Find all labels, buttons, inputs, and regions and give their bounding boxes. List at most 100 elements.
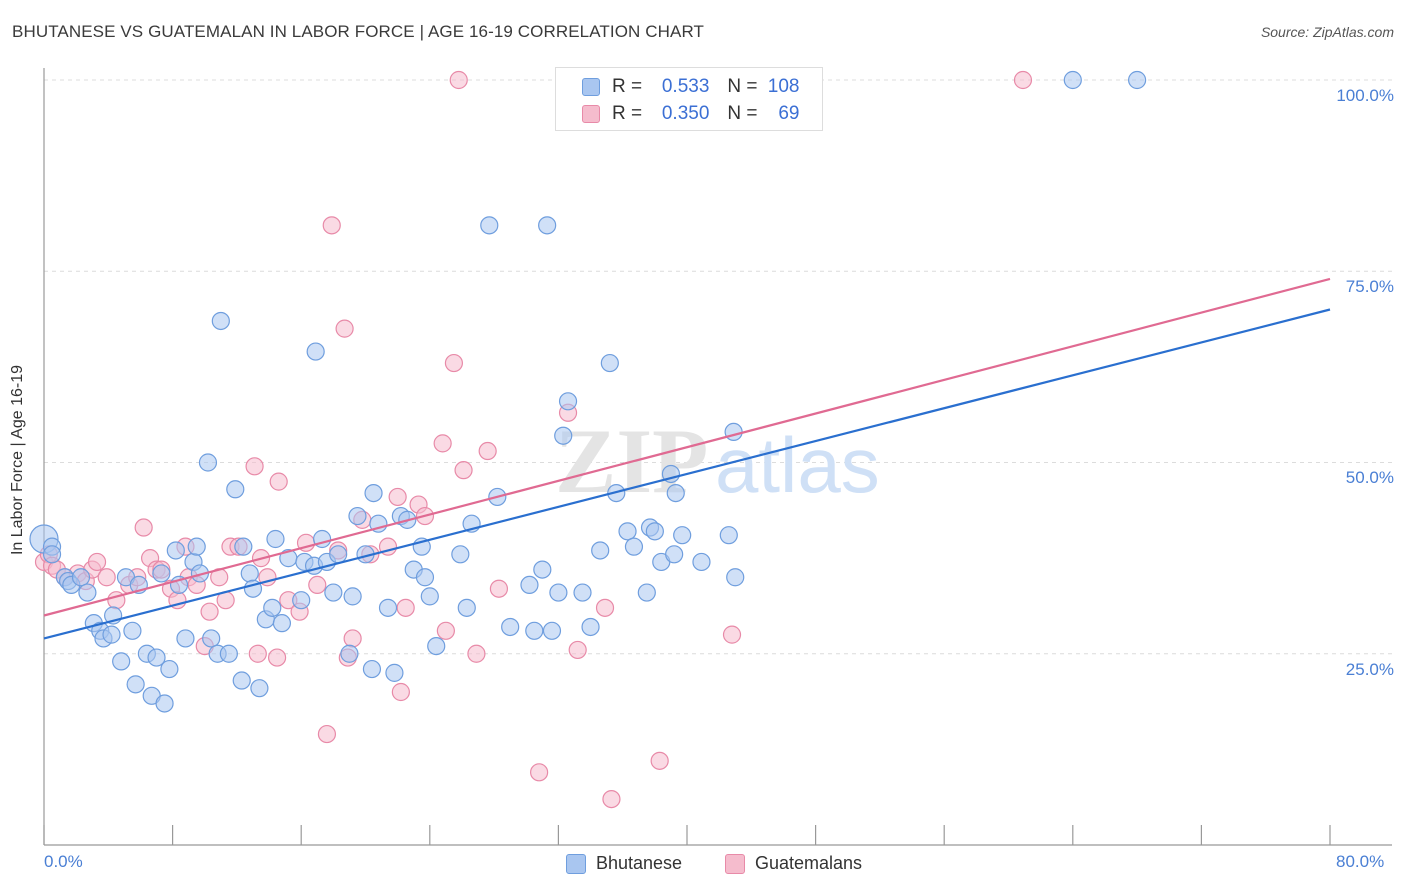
data-point: [362, 659, 382, 679]
data-point: [624, 537, 644, 556]
data-point: [134, 518, 153, 537]
data-point: [726, 568, 745, 587]
data-point: [232, 671, 251, 690]
data-point: [637, 583, 656, 602]
data-point: [467, 644, 486, 663]
r-value: 0.350: [661, 103, 710, 124]
data-point: [292, 591, 311, 610]
trend-line-guatemalans: [43, 277, 1331, 617]
legend-item-bhutanese[interactable]: Bhutanese: [566, 853, 682, 874]
data-point: [340, 644, 359, 663]
blue-swatch-icon: [566, 853, 586, 874]
n-label: N =: [727, 103, 758, 124]
n-value: 108: [767, 76, 800, 97]
data-point: [673, 526, 692, 545]
data-point: [147, 648, 166, 667]
data-point: [591, 541, 610, 560]
data-point: [457, 598, 476, 617]
data-point: [554, 426, 573, 445]
data-point: [1013, 70, 1033, 90]
data-point: [200, 602, 219, 621]
legend-row-bhutanese: R = 0.533 N = 108: [582, 76, 800, 98]
data-point: [415, 568, 435, 587]
data-point: [248, 644, 267, 663]
chart-title: BHUTANESE VS GUATEMALAN IN LABOR FORCE |…: [12, 22, 704, 41]
data-point: [166, 541, 185, 560]
pink-swatch-icon: [725, 853, 745, 874]
data-point: [348, 506, 367, 526]
data-point: [665, 545, 684, 564]
data-point: [595, 598, 615, 617]
y-tick-label: 75.0%: [1345, 277, 1394, 296]
data-point: [308, 575, 327, 595]
data-point: [234, 537, 253, 556]
source-credit: Source: ZipAtlas.com: [1260, 24, 1394, 40]
data-point: [533, 560, 552, 579]
data-point: [42, 545, 62, 564]
data-point: [87, 552, 107, 572]
watermark-atlas: atlas: [715, 421, 880, 509]
data-point: [317, 724, 337, 744]
data-point: [525, 621, 544, 640]
r-label: R =: [612, 103, 643, 124]
data-point: [240, 564, 259, 583]
data-point: [388, 487, 407, 507]
data-point: [267, 648, 287, 667]
legend-label: Bhutanese: [596, 853, 683, 873]
y-tick-label: 25.0%: [1345, 660, 1394, 679]
n-value: 69: [778, 103, 800, 124]
data-point: [436, 621, 455, 640]
r-label: R =: [612, 76, 643, 97]
data-point: [538, 216, 557, 235]
data-point: [558, 392, 578, 411]
data-point: [385, 663, 404, 682]
data-point: [444, 353, 464, 373]
data-point: [618, 522, 637, 541]
series-guatemalans: [34, 70, 1033, 809]
data-point: [549, 583, 568, 602]
data-point: [250, 679, 269, 698]
data-point: [501, 617, 520, 637]
y-tick-label: 100.0%: [1336, 86, 1394, 105]
data-point: [78, 583, 97, 602]
data-point: [102, 625, 121, 644]
series-bhutanese: [29, 70, 1147, 713]
data-point: [187, 537, 206, 556]
data-point: [152, 564, 171, 583]
data-point: [112, 652, 131, 671]
data-point: [573, 583, 592, 602]
x-tick-label: 80.0%: [1336, 852, 1385, 871]
data-point: [71, 568, 91, 587]
data-point: [378, 598, 398, 617]
data-point: [396, 598, 415, 617]
data-point: [449, 70, 468, 90]
data-point: [202, 629, 221, 648]
data-point: [219, 644, 238, 663]
data-point: [568, 640, 587, 660]
data-point: [269, 472, 288, 491]
data-point: [176, 629, 195, 648]
r-value: 0.533: [661, 76, 710, 97]
legend-item-guatemalans[interactable]: Guatemalans: [725, 853, 862, 874]
data-point: [542, 621, 562, 640]
data-point: [433, 434, 452, 453]
blue-swatch-icon: [582, 78, 600, 96]
data-point: [155, 694, 174, 713]
data-point: [489, 579, 509, 598]
data-point: [160, 659, 179, 679]
data-point: [343, 629, 362, 648]
data-point: [427, 636, 446, 656]
data-point: [1127, 70, 1147, 90]
data-point: [335, 319, 354, 338]
data-point: [666, 484, 685, 503]
data-point: [306, 342, 325, 361]
data-point: [451, 545, 470, 564]
data-point: [719, 526, 738, 545]
data-point: [602, 789, 621, 809]
data-point: [454, 461, 473, 480]
data-point: [1063, 70, 1082, 90]
data-point: [480, 216, 499, 235]
data-point: [263, 598, 282, 617]
data-point: [600, 353, 619, 373]
